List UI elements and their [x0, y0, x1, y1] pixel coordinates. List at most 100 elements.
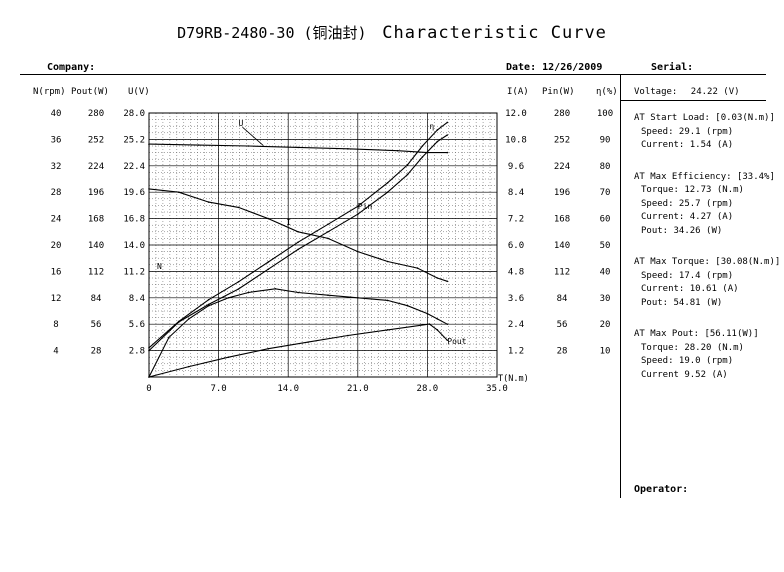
data-point-η	[297, 291, 299, 294]
series-U: U	[148, 119, 449, 154]
u-axis-header: U(V)	[128, 87, 150, 97]
i-tick-label: 3.6	[508, 294, 524, 304]
data-point-I	[446, 134, 449, 136]
data-point-η	[406, 304, 409, 307]
date-label: Date:	[506, 62, 537, 73]
data-point-I	[386, 191, 389, 193]
data-point-N	[436, 277, 439, 279]
voltage-label: Voltage:	[634, 87, 678, 97]
max-torque-pout: Pout: 54.81 (W)	[641, 297, 723, 308]
data-point-Pin	[436, 129, 439, 131]
serial-label: Serial:	[651, 62, 694, 73]
data-point-I	[207, 303, 210, 306]
data-point-U	[197, 144, 200, 146]
max-torque-speed: Speed: 17.4 (rpm)	[641, 270, 734, 281]
pin-tick-label: 28	[557, 347, 568, 357]
date-field: Date: 12/26/2009	[506, 62, 602, 73]
pout-tick-label: 196	[88, 188, 104, 198]
characteristic-chart: 4036322824201612842802522241961681401128…	[51, 109, 614, 394]
pin-tick-label: 84	[557, 294, 568, 304]
data-point-N	[386, 260, 389, 263]
data-point-Pout	[148, 376, 150, 378]
max-efficiency-block: AT Max Efficiency: [33.4%] Torque: 12.73…	[634, 171, 780, 239]
n-tick-label: 4	[53, 347, 58, 357]
data-point-Pin	[406, 164, 409, 166]
data-point-N	[357, 250, 359, 253]
eff-tick-label: 50	[600, 241, 611, 251]
series-line-η	[148, 288, 448, 378]
data-point-Pin	[297, 241, 299, 243]
data-point-η	[446, 323, 449, 326]
pout-tick-label: 280	[88, 109, 104, 119]
x-tick-label: 14.0	[277, 384, 299, 394]
series-label-leader	[242, 126, 264, 146]
u-tick-label: 14.0	[123, 241, 145, 251]
data-point-U	[396, 149, 399, 152]
company-label: Company:	[47, 62, 96, 73]
n-tick-label: 28	[51, 188, 62, 198]
data-point-η	[187, 318, 190, 320]
n-tick-label: 36	[51, 135, 62, 145]
start-load-current: Current: 1.54 (A)	[641, 140, 734, 150]
plot-frame	[148, 112, 498, 378]
data-point-I	[148, 349, 150, 352]
series-line-N	[148, 188, 448, 282]
x-tick-label: 21.0	[347, 384, 369, 394]
max-pout-title: AT Max Pout: [56.11(W)]	[634, 329, 759, 339]
pin-tick-label: 280	[554, 109, 570, 119]
i-tick-label: 8.4	[508, 188, 524, 198]
pin-tick-label: 112	[554, 267, 570, 277]
info-panel: AT Start Load: [0.03(N.m)] Speed: 29.1 (…	[634, 112, 780, 400]
eff-tick-label: 100	[597, 109, 613, 119]
series-label-N: N	[157, 262, 162, 271]
n-tick-label: 16	[51, 267, 62, 277]
eff-tick-label: 40	[600, 267, 611, 277]
date-value: 12/26/2009	[542, 62, 603, 73]
start-load-block: AT Start Load: [0.03(N.m)] Speed: 29.1 (…	[634, 112, 780, 153]
data-point-N	[148, 188, 150, 190]
i-tick-label: 6.0	[508, 241, 524, 251]
max-torque-block: AT Max Torque: [30.08(N.m)] Speed: 17.4 …	[634, 256, 780, 310]
max-pout-speed: Speed: 19.0 (rpm)	[641, 356, 734, 366]
data-point-η	[274, 288, 277, 290]
data-point-Pout	[436, 329, 439, 331]
data-point-Pout	[386, 329, 389, 331]
data-point-I	[357, 213, 359, 215]
u-tick-label: 11.2	[123, 267, 145, 277]
data-point-Pin	[237, 280, 240, 283]
series-label-U: U	[238, 119, 243, 128]
u-tick-label: 16.8	[123, 215, 145, 225]
eff-tick-label: 20	[600, 320, 611, 330]
n-tick-label: 40	[51, 109, 62, 119]
series-line-Pout	[148, 323, 448, 378]
data-point-Pout	[187, 365, 190, 368]
max-pout-current: Current 9.52 (A)	[641, 369, 728, 380]
n-tick-label: 20	[51, 241, 62, 251]
data-point-N	[207, 201, 210, 203]
pout-axis-header: Pout(W)	[71, 87, 109, 97]
series-label-Pin: Pin	[358, 202, 373, 211]
n-tick-label: 12	[51, 294, 62, 304]
series-Pout: Pout	[148, 323, 467, 378]
eff-tick-label: 90	[600, 135, 611, 145]
i-tick-label: 1.2	[508, 347, 524, 357]
data-point-I	[267, 268, 270, 271]
i-tick-label: 12.0	[505, 109, 527, 119]
data-point-Pin	[327, 223, 329, 226]
voltage-value: 24.22 (V)	[690, 87, 740, 97]
eff-tick-label: 60	[600, 215, 611, 225]
data-point-Pin	[207, 298, 210, 301]
data-point-N	[237, 206, 240, 209]
operator-label: Operator:	[634, 484, 689, 495]
data-point-η	[386, 299, 389, 302]
u-tick-label: 2.8	[129, 347, 145, 357]
data-point-Pout	[267, 347, 270, 350]
data-point-I	[237, 288, 240, 290]
data-point-Pout	[428, 323, 431, 325]
eff-tick-label: 70	[600, 188, 611, 198]
series-η: η	[148, 122, 449, 378]
eff-tick-label: 10	[600, 347, 611, 357]
data-point-U	[247, 145, 250, 147]
u-tick-label: 22.4	[123, 162, 145, 172]
data-point-Pout	[347, 334, 349, 337]
